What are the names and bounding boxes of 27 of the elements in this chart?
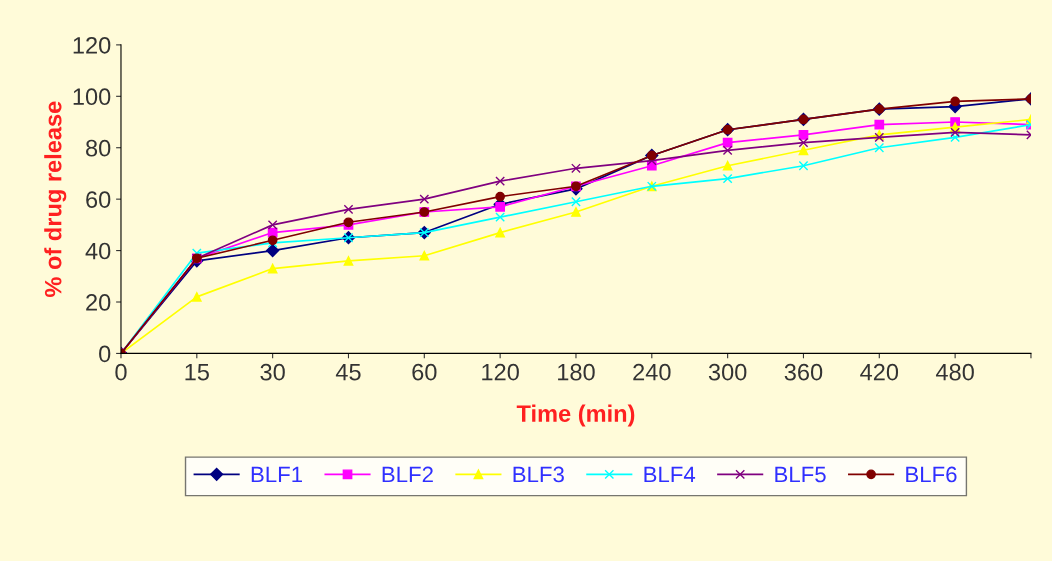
x-tick-label: 360 [784, 363, 823, 381]
x-tick-label: 180 [558, 363, 595, 381]
x-tick-label: 60 [412, 363, 437, 381]
legend-label: BLF3 [513, 466, 564, 483]
y-tick-label: 80 [86, 139, 111, 157]
x-tick-label: 300 [708, 363, 747, 381]
y-tick-label: 60 [86, 191, 111, 208]
y-tick-label: 100 [73, 88, 111, 106]
legend-label: BLF4 [644, 466, 696, 483]
x-tick-label: 420 [860, 363, 899, 381]
y-tick-label: 20 [86, 294, 111, 311]
legend-label: BLF5 [775, 466, 826, 483]
x-tick-label: 45 [335, 364, 361, 381]
x-tick-label: 120 [482, 363, 519, 381]
x-axis-title: Time (min) [516, 404, 635, 427]
y-tick-label: 40 [85, 242, 111, 260]
y-axis-title: % of drug release [44, 101, 67, 297]
y-tick-label: 120 [73, 36, 111, 54]
x-tick-label: 480 [935, 363, 974, 381]
x-tick-label: 240 [633, 363, 671, 381]
legend-label: BLF6 [906, 466, 957, 483]
y-tick-label: 0 [99, 345, 111, 363]
legend-label: BLF2 [382, 466, 433, 483]
x-tick-label: 15 [185, 364, 209, 381]
x-tick-label: 0 [115, 363, 127, 381]
x-tick-label: 30 [260, 363, 285, 381]
legend-label: BLF1 [251, 466, 302, 483]
